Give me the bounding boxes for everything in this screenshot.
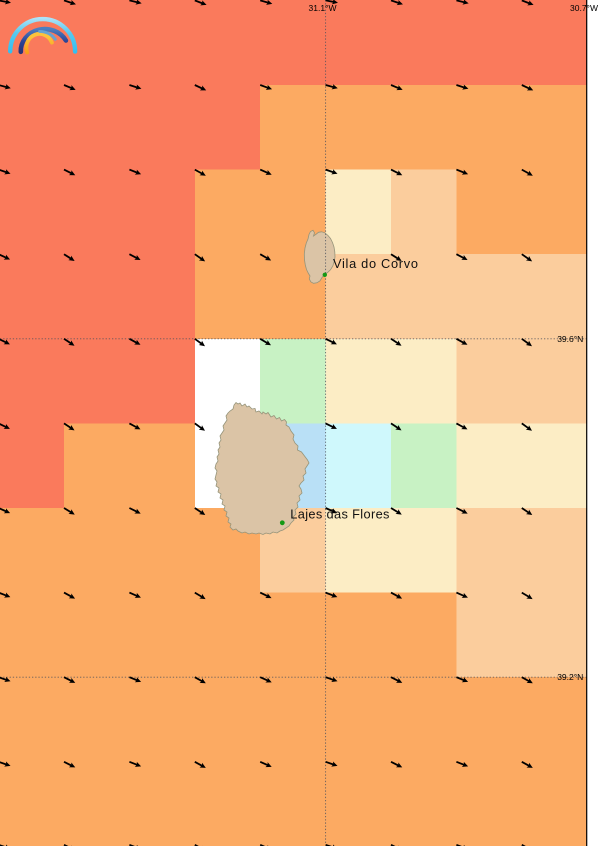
svg-text:39.2°N: 39.2°N xyxy=(557,672,583,682)
svg-text:31.1°W: 31.1°W xyxy=(309,3,337,13)
svg-text:Vila do Corvo: Vila do Corvo xyxy=(333,256,419,271)
svg-text:Lajes das Flores: Lajes das Flores xyxy=(290,506,390,521)
svg-text:30.7°W: 30.7°W xyxy=(570,3,598,13)
svg-text:39.6°N: 39.6°N xyxy=(557,334,583,344)
